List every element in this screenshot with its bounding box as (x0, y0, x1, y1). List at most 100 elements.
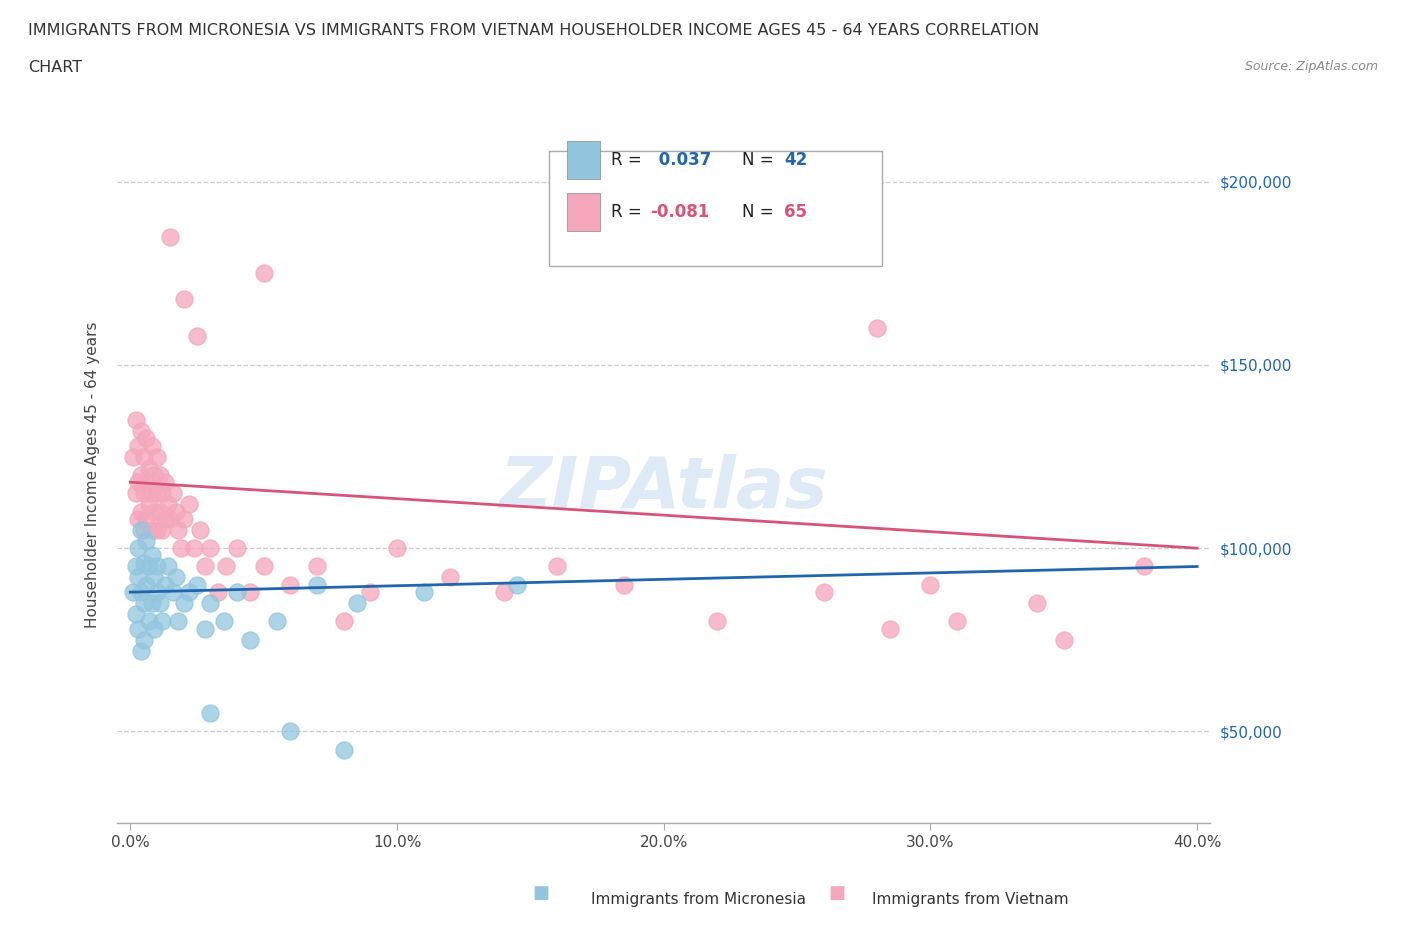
Point (212, 614, 235, 629)
Point (132, 555, 155, 570)
Text: N =: N = (742, 203, 779, 221)
Point (146, 523, 169, 538)
Text: R =: R = (612, 203, 647, 221)
Point (200, 596, 222, 611)
Point (165, 570, 187, 585)
Point (253, 266, 276, 281)
Point (132, 449, 155, 464)
Point (127, 570, 149, 585)
Point (278, 724, 301, 739)
Text: IMMIGRANTS FROM MICRONESIA VS IMMIGRANTS FROM VIETNAM HOUSEHOLDER INCOME AGES 45: IMMIGRANTS FROM MICRONESIA VS IMMIGRANTS… (28, 23, 1039, 38)
Point (135, 578, 157, 592)
Point (167, 614, 190, 629)
Point (813, 585, 835, 600)
Point (141, 596, 163, 611)
Point (170, 540, 193, 555)
Point (359, 585, 381, 600)
Point (162, 485, 184, 500)
Point (194, 559, 217, 574)
Point (138, 460, 160, 475)
Point (346, 596, 368, 611)
Point (165, 504, 187, 519)
Point (149, 596, 172, 611)
Point (207, 585, 229, 600)
Point (332, 742, 354, 757)
Point (159, 512, 181, 526)
Point (135, 534, 157, 549)
Point (127, 512, 149, 526)
Point (1133, 559, 1156, 574)
Point (127, 540, 149, 555)
Point (546, 559, 568, 574)
Point (141, 523, 163, 538)
Text: N =: N = (742, 151, 779, 168)
Text: Immigrants from Vietnam: Immigrants from Vietnam (872, 892, 1069, 907)
Point (146, 559, 169, 574)
Point (132, 632, 155, 647)
Point (177, 585, 200, 600)
Point (127, 474, 149, 489)
Point (278, 578, 301, 592)
Point (186, 578, 208, 592)
Text: ■: ■ (828, 884, 845, 902)
Point (132, 523, 155, 538)
Text: Immigrants from Micronesia: Immigrants from Micronesia (591, 892, 806, 907)
Point (132, 485, 155, 500)
Point (266, 614, 288, 629)
Point (153, 512, 176, 526)
Point (1053, 632, 1076, 647)
Point (1026, 596, 1049, 611)
Point (879, 621, 901, 636)
Point (226, 585, 249, 600)
Text: Source: ZipAtlas.com: Source: ZipAtlas.com (1244, 60, 1378, 73)
Point (146, 585, 169, 600)
Point (173, 291, 195, 306)
Point (127, 621, 149, 636)
Point (143, 504, 166, 519)
FancyBboxPatch shape (548, 151, 883, 266)
Point (129, 585, 152, 600)
Point (153, 474, 176, 489)
Point (146, 449, 169, 464)
Point (138, 497, 160, 512)
Point (253, 559, 276, 574)
Point (173, 512, 195, 526)
Point (188, 523, 211, 538)
Point (127, 438, 149, 453)
Text: -0.081: -0.081 (651, 203, 710, 221)
Point (946, 614, 969, 629)
Text: ■: ■ (533, 884, 550, 902)
Point (177, 497, 200, 512)
Point (129, 504, 152, 519)
FancyBboxPatch shape (568, 193, 600, 231)
Point (159, 229, 181, 244)
Text: R =: R = (612, 151, 647, 168)
Point (156, 559, 179, 574)
Point (135, 474, 157, 489)
Point (920, 578, 942, 592)
Point (226, 540, 249, 555)
Text: 0.037: 0.037 (652, 151, 711, 168)
Point (149, 468, 172, 483)
Point (141, 438, 163, 453)
Point (138, 614, 160, 629)
Point (305, 578, 328, 592)
Point (173, 596, 195, 611)
Point (706, 614, 728, 629)
Point (146, 485, 169, 500)
Point (866, 321, 889, 336)
Point (150, 485, 173, 500)
Point (129, 523, 152, 538)
Point (506, 578, 529, 592)
Point (200, 706, 222, 721)
Point (143, 570, 166, 585)
Point (149, 504, 172, 519)
Point (239, 585, 262, 600)
Point (135, 431, 157, 445)
Point (332, 614, 354, 629)
Point (156, 497, 179, 512)
Point (492, 585, 515, 600)
Text: 65: 65 (785, 203, 807, 221)
Point (141, 485, 163, 500)
Point (143, 468, 166, 483)
